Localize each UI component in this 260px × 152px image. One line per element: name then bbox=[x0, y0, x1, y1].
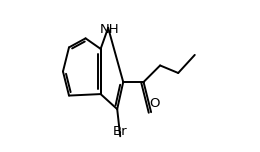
Text: NH: NH bbox=[100, 23, 120, 36]
Text: O: O bbox=[150, 97, 160, 110]
Text: Br: Br bbox=[113, 125, 127, 138]
